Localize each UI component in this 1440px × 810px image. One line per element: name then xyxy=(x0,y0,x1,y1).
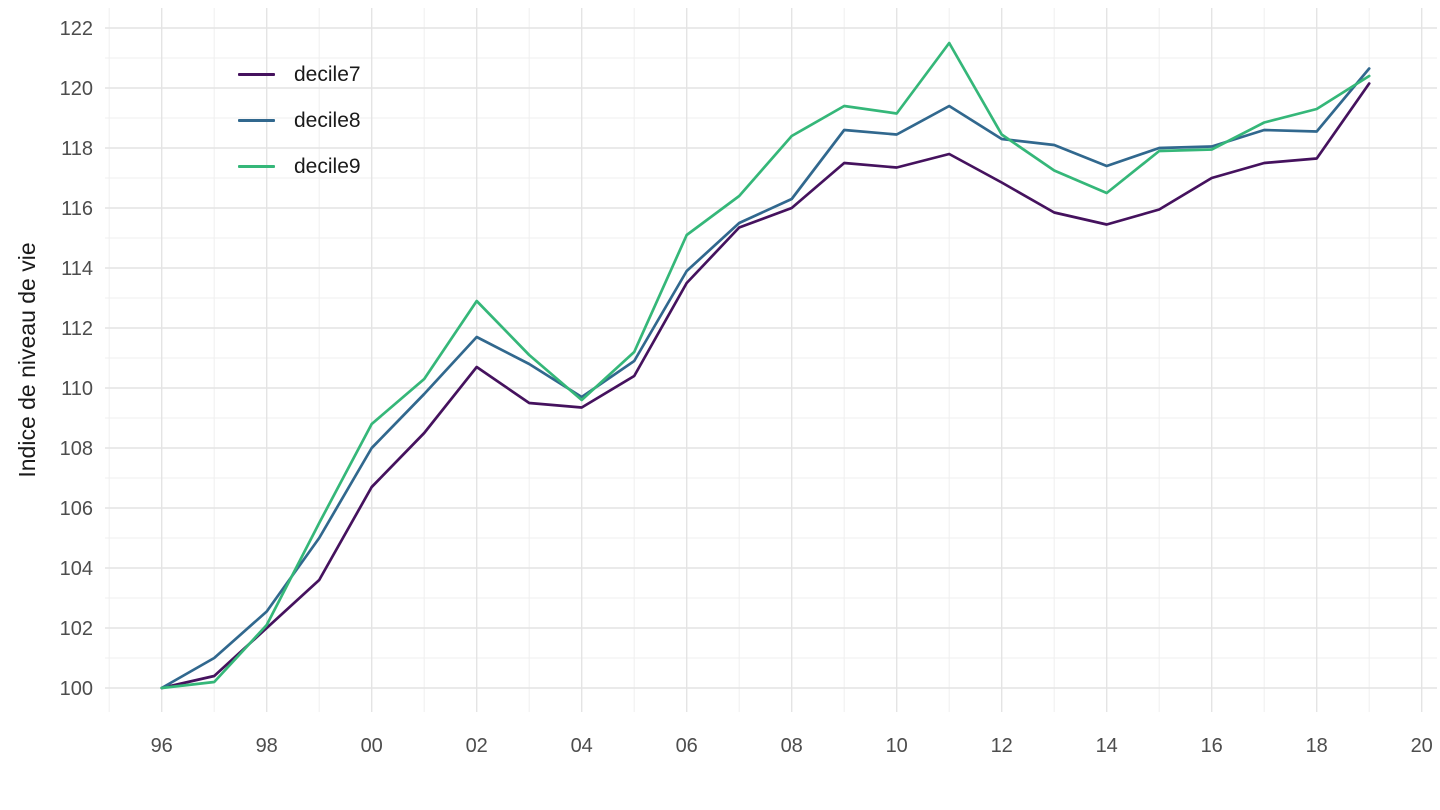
x-tick-label: 14 xyxy=(1096,735,1118,757)
legend-item-decile7: decile7 xyxy=(238,60,361,89)
x-tick-label: 06 xyxy=(676,735,698,757)
series-lines xyxy=(160,41,1371,690)
y-tick-label: 116 xyxy=(61,198,93,220)
y-tick-label: 110 xyxy=(61,378,93,400)
legend-key-decile8 xyxy=(238,118,275,123)
y-axis-title: Indice de niveau de vie xyxy=(14,242,40,477)
series-line-decile7 xyxy=(160,82,1371,690)
y-tick-label: 122 xyxy=(60,18,93,40)
x-tick-label: 18 xyxy=(1306,735,1328,757)
y-tick-label: 120 xyxy=(60,78,93,100)
legend-item-decile9: decile9 xyxy=(238,152,361,181)
x-tick-label: 08 xyxy=(781,735,803,757)
legend: decile7 decile8 decile9 xyxy=(238,60,361,181)
y-tick-label: 106 xyxy=(60,498,93,520)
y-tick-label: 114 xyxy=(61,258,93,280)
series-line-decile8 xyxy=(160,67,1371,690)
legend-item-decile8: decile8 xyxy=(238,106,361,135)
series-line-decile9 xyxy=(160,41,1371,690)
y-tick-label: 104 xyxy=(60,558,93,580)
x-tick-label: 02 xyxy=(466,735,488,757)
x-tick-label: 00 xyxy=(361,735,383,757)
legend-key-decile7 xyxy=(238,72,275,77)
y-tick-label: 112 xyxy=(61,318,93,340)
legend-label: decile7 xyxy=(294,63,361,86)
x-tick-label: 20 xyxy=(1411,735,1433,757)
x-tick-label: 04 xyxy=(571,735,593,757)
axis-tick-labels: 100 102 104 106 108 110 112 114 116 118 120 122 96 98… xyxy=(60,18,1433,757)
legend-key-decile9 xyxy=(238,164,275,169)
x-tick-label: 98 xyxy=(256,735,278,757)
y-tick-label: 100 xyxy=(60,678,93,700)
y-tick-label: 102 xyxy=(60,618,93,640)
legend-label: decile8 xyxy=(294,109,361,132)
x-tick-label: 16 xyxy=(1201,735,1223,757)
legend-label: decile9 xyxy=(294,155,361,178)
y-tick-label: 108 xyxy=(60,438,93,460)
x-tick-label: 10 xyxy=(886,735,908,757)
x-tick-label: 96 xyxy=(151,735,173,757)
y-tick-label: 118 xyxy=(61,138,93,160)
x-tick-label: 12 xyxy=(991,735,1013,757)
